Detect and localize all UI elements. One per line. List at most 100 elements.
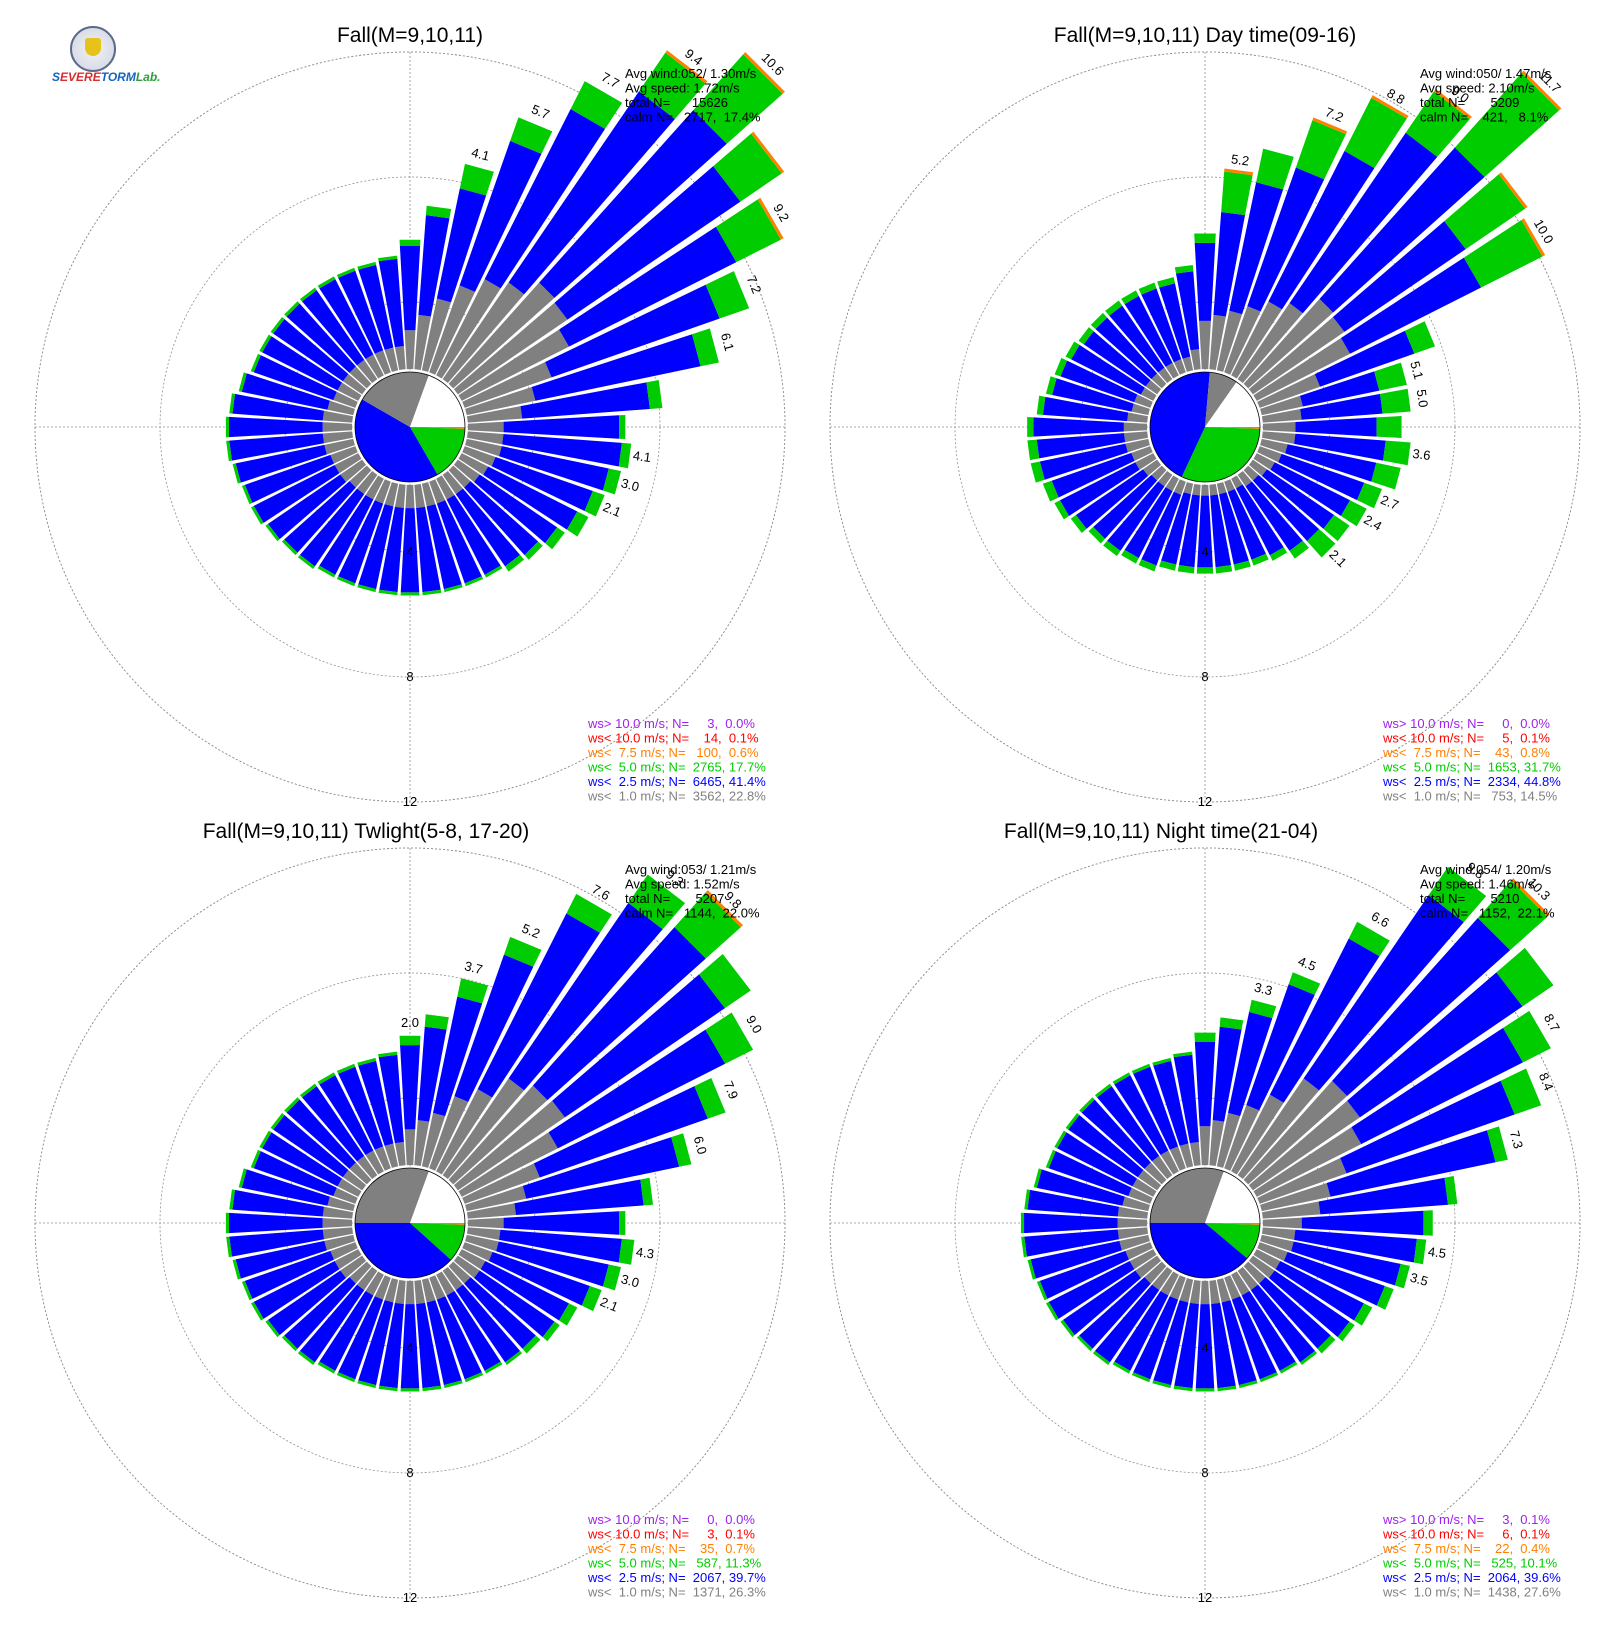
stats-line: Avg speed: 1.72m/s	[625, 81, 740, 96]
petal-green-segment	[281, 1335, 298, 1352]
petal-calm-segment	[1151, 373, 1167, 389]
petal-calm-segment	[1224, 306, 1261, 375]
stats-line: Avg speed: 1.46m/s	[1420, 877, 1535, 892]
petal-green-segment	[1020, 1212, 1025, 1234]
petal-blue-segment	[1210, 494, 1232, 568]
petal-calm-segment	[394, 1141, 406, 1167]
petal-calm-segment	[394, 1279, 406, 1305]
petal-blue-segment	[1060, 360, 1138, 403]
petal-blue-segment	[1278, 453, 1365, 501]
petal-value-label: 6.0	[691, 1135, 710, 1156]
legend-entry: ws< 2.5 m/s; N= 2067, 39.7%	[587, 1570, 766, 1585]
petal-calm-segment	[1190, 349, 1201, 371]
petal-blue-segment	[464, 481, 539, 556]
petal-blue-segment	[253, 1261, 340, 1319]
petal-blue-segment	[503, 415, 620, 439]
petal-calm-segment	[453, 459, 480, 483]
legend-entry: ws< 2.5 m/s; N= 6465, 41.4%	[587, 774, 766, 789]
petal-green-segment	[232, 1259, 241, 1280]
petal-calm-segment	[1253, 1127, 1362, 1197]
petal-calm-segment	[1262, 1217, 1302, 1229]
legend-entry: ws< 2.5 m/s; N= 2064, 39.6%	[1382, 1570, 1561, 1585]
petal-calm-segment	[1152, 1155, 1173, 1180]
petal-green-segment	[1259, 1372, 1279, 1383]
petal-blue-segment	[1036, 433, 1126, 459]
petal-calm-segment	[414, 314, 431, 371]
petal-green-segment	[357, 261, 377, 270]
petal-blue-segment	[400, 1045, 420, 1130]
ring-label: 8	[406, 1465, 413, 1480]
petal-green-segment	[1054, 357, 1068, 377]
petal-green-segment	[1030, 461, 1045, 483]
petal-blue-segment	[1235, 484, 1284, 556]
petal-blue-segment	[514, 1179, 644, 1216]
petal-calm-segment	[436, 1089, 493, 1175]
petal-calm-segment	[333, 391, 358, 408]
petal-green-segment	[1054, 1130, 1067, 1149]
petal-blue-segment	[229, 1212, 323, 1234]
petal-calm-segment	[1243, 1080, 1348, 1185]
petal-calm-segment	[330, 1242, 358, 1260]
petal-green-segment	[284, 1097, 300, 1113]
petal-calm-segment	[466, 431, 504, 445]
petal-blue-segment	[522, 1137, 680, 1199]
petal-green-segment	[400, 592, 420, 596]
petal-green-segment	[1376, 1286, 1394, 1310]
petal-green-segment	[545, 527, 565, 550]
petal-blue-segment	[268, 474, 347, 540]
petal-green-segment	[1065, 341, 1080, 360]
petal-blue-segment	[1024, 1212, 1118, 1234]
petal-calm-segment	[365, 1271, 384, 1296]
ring-label: 4	[406, 544, 413, 559]
petal-green-segment	[1383, 440, 1411, 466]
petal-blue-segment	[1246, 984, 1315, 1111]
petal-green-segment	[424, 1014, 449, 1030]
stats-line: Avg speed: 1.52m/s	[625, 877, 740, 892]
petal-blue-segment	[244, 454, 334, 503]
petal-blue-segment	[455, 1284, 521, 1363]
petal-calm-segment	[322, 422, 353, 432]
petal-blue-segment	[253, 465, 340, 523]
petal-blue-segment	[1161, 492, 1191, 565]
petal-calm-segment	[1253, 1249, 1281, 1270]
petal-blue-segment	[1301, 1210, 1424, 1236]
petal-calm-segment	[1158, 367, 1173, 384]
petal-green-segment	[1174, 264, 1194, 274]
petal-calm-segment	[1189, 1279, 1201, 1305]
petal-green-segment	[1404, 321, 1436, 354]
petal-blue-segment	[1314, 330, 1415, 387]
legend-entry: ws> 10.0 m/s; N= 3, 0.1%	[1382, 1512, 1550, 1527]
petal-calm-segment	[442, 470, 463, 495]
petal-calm-segment	[1144, 1261, 1167, 1284]
petal-calm-segment	[466, 406, 523, 423]
petal-blue-segment	[1299, 371, 1380, 407]
petal-value-label: 3.7	[463, 958, 484, 977]
petal-blue-segment	[319, 494, 374, 575]
petal-blue-segment	[1107, 481, 1165, 551]
petal-green-segment	[1065, 1112, 1080, 1130]
petal-blue-segment	[1024, 1229, 1120, 1257]
petal-green-segment	[270, 316, 285, 334]
petal-green-segment	[1413, 1238, 1427, 1265]
petal-green-segment	[566, 893, 612, 933]
petal-blue-segment	[1159, 283, 1191, 359]
petal-calm-segment	[1253, 453, 1275, 470]
petal-blue-segment	[399, 246, 421, 331]
petal-green-segment	[1454, 72, 1560, 178]
petal-green-segment	[1131, 1372, 1151, 1383]
calm-pie-slice	[410, 1223, 465, 1225]
petal-green-segment	[566, 511, 589, 537]
petal-value-label: 4.3	[635, 1244, 655, 1261]
legend-entry: ws< 7.5 m/s; N= 100, 0.6%	[587, 745, 759, 760]
petal-calm-segment	[1262, 421, 1296, 433]
petal-green-segment	[484, 565, 503, 578]
petal-green-segment	[225, 1212, 230, 1234]
petal-calm-segment	[1152, 1266, 1173, 1291]
petal-green-segment	[1173, 1385, 1193, 1392]
petal-blue-segment	[1291, 1241, 1401, 1286]
petal-green-segment	[1088, 526, 1106, 544]
petal-calm-segment	[1117, 1227, 1149, 1240]
petal-green-segment	[602, 468, 622, 495]
petal-green-segment	[1152, 1380, 1172, 1389]
